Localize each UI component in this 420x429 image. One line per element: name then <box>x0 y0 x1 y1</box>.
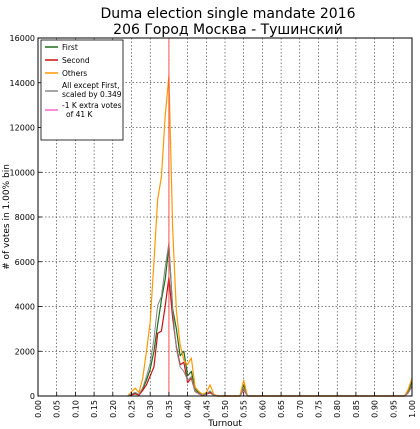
y-tick-label: 10000 <box>10 168 35 177</box>
x-tick-label: 0.65 <box>277 400 286 418</box>
x-tick-label: 0.60 <box>258 400 267 418</box>
x-axis-label: Turnout <box>207 419 242 429</box>
legend-label-scaled-line1: All except First, <box>62 81 119 90</box>
x-tick-label: 0.15 <box>90 400 99 418</box>
x-tick-label: 0.35 <box>165 400 174 418</box>
x-tick-label: 0.70 <box>296 400 305 418</box>
legend-label-first: First <box>62 43 78 52</box>
x-tick-label: 0.90 <box>371 400 380 418</box>
x-tick-label: 0.40 <box>184 400 193 418</box>
x-tick-label: 0.25 <box>128 400 137 418</box>
chart-title-line1: Duma election single mandate 2016 <box>100 6 355 22</box>
grid <box>37 37 413 397</box>
x-tick-label: 0.45 <box>202 400 211 418</box>
y-tick-label: 14000 <box>10 79 35 88</box>
series-line-all <box>127 242 413 397</box>
x-tick-label: 0.20 <box>109 400 118 418</box>
x-tick-label: 0.75 <box>315 400 324 418</box>
legend-label-extra-line1: -1 K extra votes <box>62 101 122 110</box>
legend-label-second: Second <box>62 56 90 65</box>
x-tick-label: 0.85 <box>352 400 361 418</box>
legend-box <box>40 39 124 141</box>
x-tick-label: 0.95 <box>389 400 398 418</box>
x-tick-label: 0.10 <box>71 400 80 418</box>
x-tick-label: 0.00 <box>34 400 43 418</box>
legend-label-extra-line2: of 41 K <box>66 110 94 119</box>
legend-label-scaled-line2: scaled by 0.349 <box>62 90 122 99</box>
y-tick-label: 12000 <box>10 124 35 133</box>
x-tick-label: 0.30 <box>146 400 155 418</box>
x-tick-label: 1.00 <box>408 400 417 418</box>
legend: First Second Others All except First, sc… <box>40 39 124 141</box>
chart-title-line2: 206 Город Москва - Тушинский <box>113 22 343 38</box>
x-tick-label: 0.50 <box>221 400 230 418</box>
y-tick-label: 0 <box>30 392 35 401</box>
y-tick-label: 4000 <box>15 303 35 312</box>
ticks: 0.00 0.05 0.10 0.15 0.20 0.25 0.30 0.35 0.40 0.45… <box>10 34 417 418</box>
y-tick-label: 8000 <box>15 213 35 222</box>
y-tick-label: 16000 <box>10 34 35 43</box>
y-tick-label: 6000 <box>15 258 35 267</box>
y-tick-label: 2000 <box>15 347 35 356</box>
series-line-second <box>127 276 413 397</box>
x-tick-label: 0.55 <box>240 400 249 418</box>
legend-label-others: Others <box>62 69 87 78</box>
series-line-others <box>127 75 413 397</box>
y-axis-label: # of votes in 1.00% bin <box>2 164 12 270</box>
x-tick-label: 0.80 <box>333 400 342 418</box>
x-tick-label: 0.05 <box>53 400 62 418</box>
